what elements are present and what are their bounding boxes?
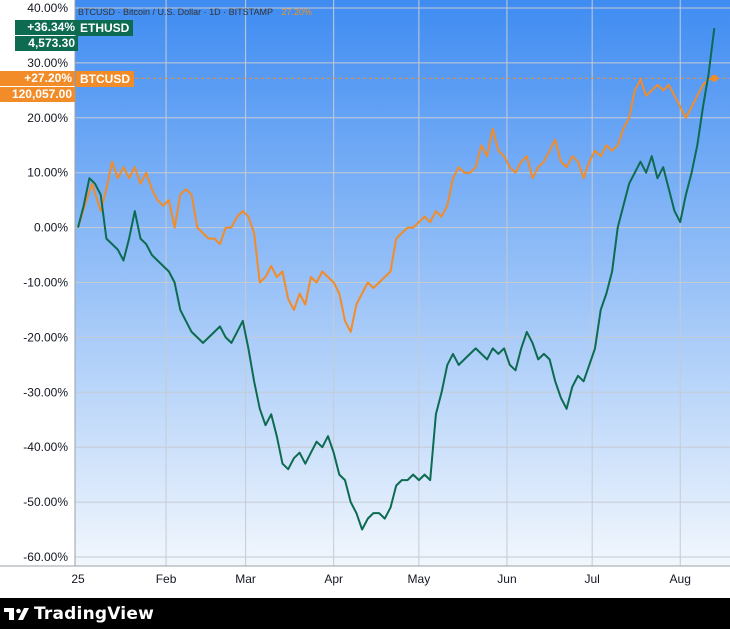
y-tick-label: 10.00%: [27, 166, 68, 180]
tradingview-logo-text: TradingView: [34, 603, 154, 624]
y-tick-label: -50.00%: [23, 495, 68, 509]
legend-sep-2: ·: [203, 7, 207, 17]
x-tick-label: Apr: [324, 572, 343, 586]
x-tick-label: Feb: [156, 572, 177, 586]
legend-description: Bitcoin / U.S. Dollar: [123, 7, 202, 17]
btc-name-badge: BTCUSD: [76, 71, 134, 87]
y-tick-label: 20.00%: [27, 111, 68, 125]
y-axis: 40.00% 30.00% 20.00% 10.00% 0.00% -10.00% -20.…: [23, 1, 68, 564]
chart-svg: 40.00% 30.00% 20.00% 10.00% 0.00% -10.00% -20.…: [0, 0, 730, 586]
eth-pct-badge: +36.34%: [15, 20, 78, 35]
x-tick-label: Mar: [235, 572, 256, 586]
x-tick-label: Aug: [670, 572, 691, 586]
legend-price: 27.20%: [281, 7, 312, 17]
legend-sep-1: ·: [117, 7, 121, 17]
legend-sep-3: ·: [223, 7, 227, 17]
btc-price-badge: 120,057.00: [0, 87, 75, 102]
x-tick-label: May: [408, 572, 431, 586]
legend-interval: 1D: [209, 7, 221, 17]
series-lines: [75, 27, 730, 531]
y-tick-label: -20.00%: [23, 330, 68, 344]
series-line-btcusd: [77, 77, 715, 333]
chart-legend-header: BTCUSD · Bitcoin / U.S. Dollar · 1D · BI…: [78, 7, 312, 17]
eth-name-badge: ETHUSD: [76, 20, 134, 36]
eth-price-badge: 4,573.30: [15, 36, 78, 51]
footer-bar: TradingView: [0, 598, 730, 629]
x-axis: 25 Feb Mar Apr May Jun Jul Aug: [71, 572, 691, 586]
y-tick-label: 40.00%: [27, 1, 68, 15]
legend-exchange: BITSTAMP: [228, 7, 273, 17]
series-line-ethusd: [77, 27, 716, 531]
btc-pct-badge: +27.20%: [0, 71, 75, 86]
legend-symbol: BTCUSD: [78, 7, 116, 17]
x-tick-label: Jul: [584, 572, 599, 586]
btc-last-point: [710, 74, 718, 82]
eth-name-label: ETHUSD: [80, 21, 130, 35]
eth-pct-label: +36.34%: [27, 20, 75, 34]
eth-price-label: 4,573.30: [28, 36, 75, 50]
btc-price-label: 120,057.00: [11, 87, 72, 101]
y-tick-label: 0.00%: [34, 221, 68, 235]
x-tick-label: Jun: [497, 572, 516, 586]
btc-name-label: BTCUSD: [80, 72, 130, 86]
y-tick-label: -10.00%: [23, 276, 68, 290]
tradingview-logo[interactable]: TradingView: [4, 604, 154, 624]
x-tick-label: 25: [71, 572, 85, 586]
tradingview-logo-icon: [4, 607, 29, 620]
y-tick-label: 30.00%: [27, 56, 68, 70]
y-tick-label: -40.00%: [23, 440, 68, 454]
btc-pct-label: +27.20%: [24, 71, 72, 85]
y-tick-label: -60.00%: [23, 550, 68, 564]
grid-lines: [75, 0, 730, 566]
y-tick-label: -30.00%: [23, 385, 68, 399]
